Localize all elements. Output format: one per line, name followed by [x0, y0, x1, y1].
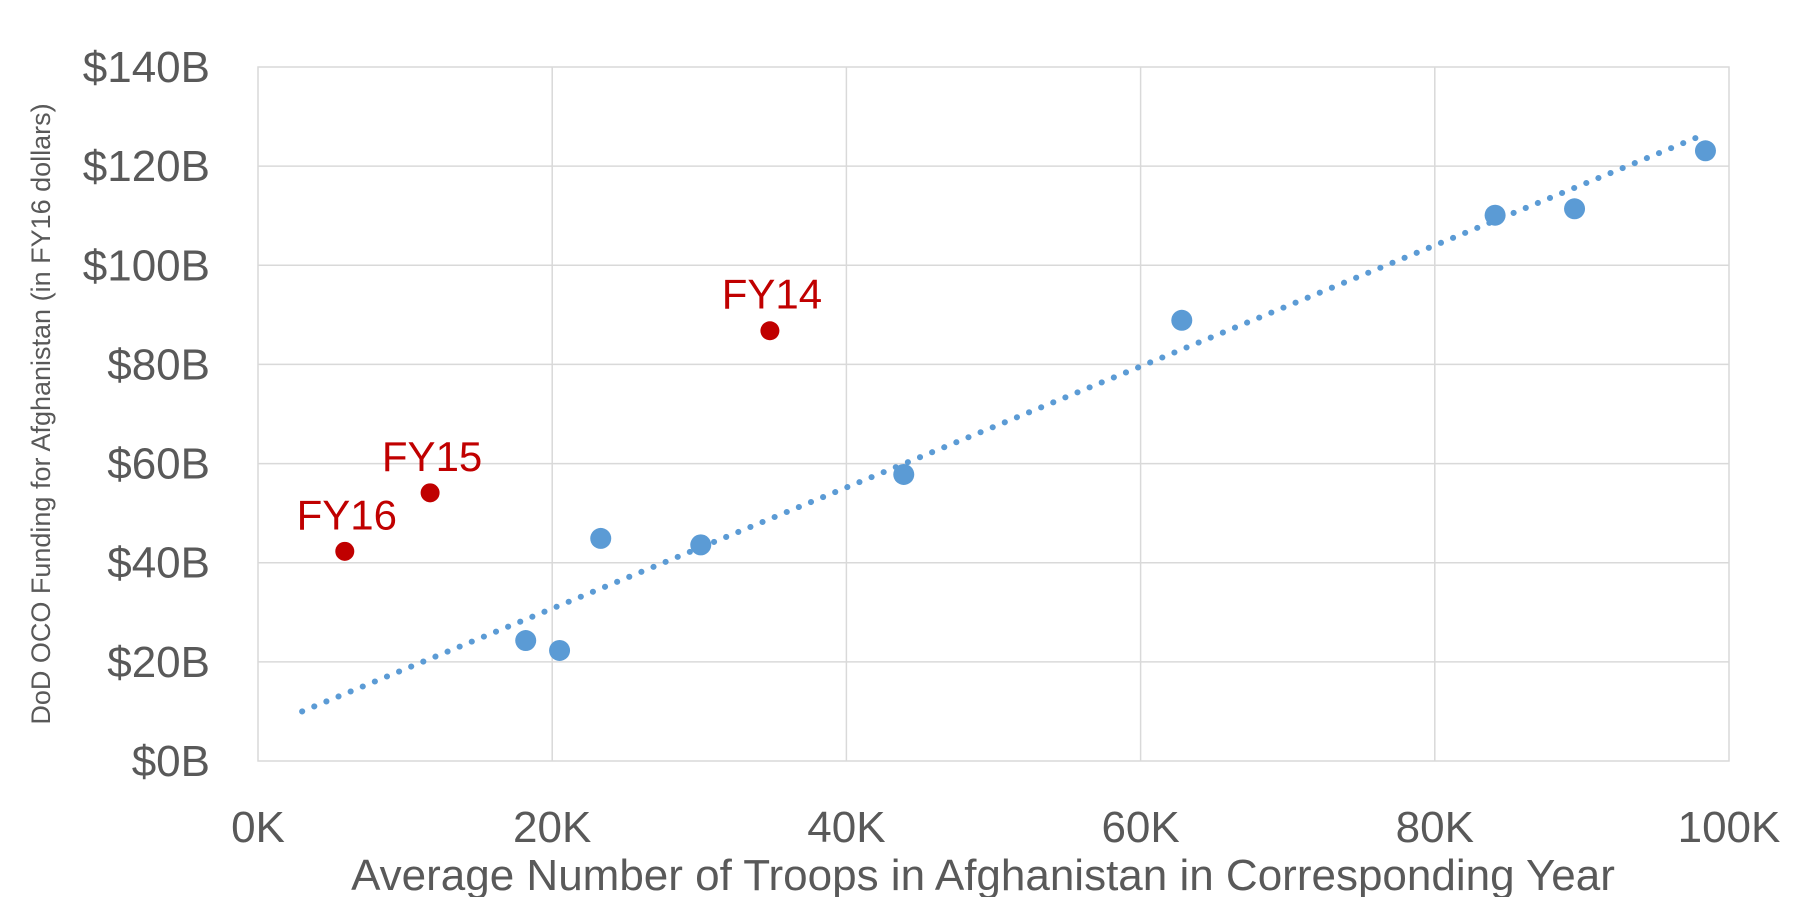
x-tick-label: 40K	[807, 803, 885, 852]
y-tick-label: $80B	[107, 340, 210, 389]
data-point	[1484, 204, 1506, 226]
y-tick-label: $100B	[83, 241, 210, 290]
data-point	[515, 630, 537, 652]
data-point-fy14	[760, 321, 780, 341]
annotations-layer: FY14 FY15 FY16	[297, 271, 823, 539]
data-point-fy15	[420, 483, 440, 503]
data-point	[1564, 198, 1586, 220]
x-axis-title: Average Number of Troops in Afghanistan …	[351, 851, 1615, 897]
x-tick-label: 100K	[1678, 803, 1781, 852]
points-layer	[335, 140, 1716, 661]
data-point-fy16	[335, 541, 355, 561]
y-tick-label: $40B	[107, 539, 210, 588]
y-axis-title: DoD OCO Funding for Afghanistan (in FY16…	[26, 103, 56, 724]
annotation-fy14: FY14	[722, 271, 822, 318]
data-point	[590, 527, 612, 549]
x-tick-label: 80K	[1396, 803, 1474, 852]
y-axis-ticks: $0B $20B $40B $60B $80B $100B $120B $140B	[83, 43, 210, 786]
annotation-fy16: FY16	[297, 491, 397, 538]
data-point	[549, 639, 571, 661]
data-point	[893, 463, 915, 485]
plot-area-border	[257, 66, 1730, 762]
gridlines	[258, 67, 1729, 761]
y-tick-label: $140B	[83, 43, 210, 92]
y-tick-label: $60B	[107, 440, 210, 489]
x-tick-label: 20K	[513, 803, 591, 852]
trendline	[299, 133, 1703, 715]
y-tick-label: $0B	[132, 737, 210, 786]
annotation-fy15: FY15	[382, 433, 482, 480]
trendline-layer	[299, 133, 1703, 715]
x-tick-label: 60K	[1101, 803, 1179, 852]
y-tick-label: $20B	[107, 638, 210, 687]
data-point	[690, 534, 712, 556]
x-axis-ticks: 0K 20K 40K 60K 80K 100K	[231, 803, 1780, 852]
data-point	[1694, 140, 1716, 162]
x-tick-label: 0K	[231, 803, 285, 852]
y-tick-label: $120B	[83, 142, 210, 191]
data-point	[1171, 309, 1193, 331]
